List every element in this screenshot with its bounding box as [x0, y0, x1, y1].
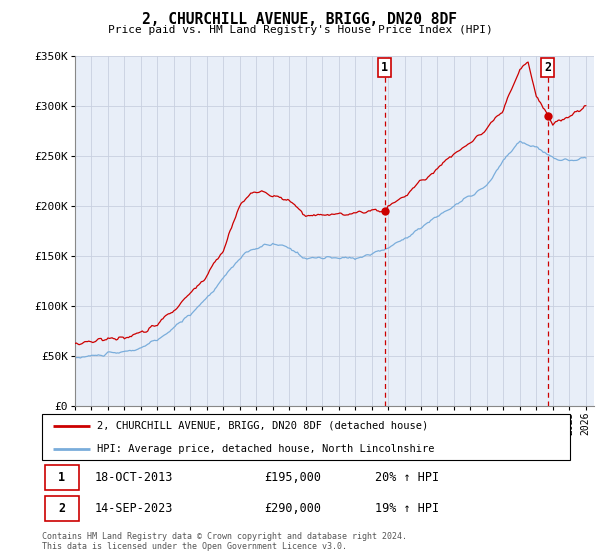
Text: 2, CHURCHILL AVENUE, BRIGG, DN20 8DF (detached house): 2, CHURCHILL AVENUE, BRIGG, DN20 8DF (de… — [97, 421, 428, 431]
Text: 20% ↑ HPI: 20% ↑ HPI — [374, 471, 439, 484]
Text: 1: 1 — [381, 61, 388, 74]
Text: £290,000: £290,000 — [264, 502, 321, 515]
Text: HPI: Average price, detached house, North Lincolnshire: HPI: Average price, detached house, Nort… — [97, 444, 435, 454]
Text: 18-OCT-2013: 18-OCT-2013 — [95, 471, 173, 484]
Text: 1: 1 — [58, 471, 65, 484]
FancyBboxPatch shape — [44, 496, 79, 521]
Text: 19% ↑ HPI: 19% ↑ HPI — [374, 502, 439, 515]
Text: Contains HM Land Registry data © Crown copyright and database right 2024.
This d: Contains HM Land Registry data © Crown c… — [42, 532, 407, 552]
Text: 2, CHURCHILL AVENUE, BRIGG, DN20 8DF: 2, CHURCHILL AVENUE, BRIGG, DN20 8DF — [143, 12, 458, 27]
FancyBboxPatch shape — [44, 465, 79, 489]
Text: 2: 2 — [544, 61, 551, 74]
Text: 2: 2 — [58, 502, 65, 515]
Text: Price paid vs. HM Land Registry's House Price Index (HPI): Price paid vs. HM Land Registry's House … — [107, 25, 493, 35]
Text: 14-SEP-2023: 14-SEP-2023 — [95, 502, 173, 515]
Text: £195,000: £195,000 — [264, 471, 321, 484]
